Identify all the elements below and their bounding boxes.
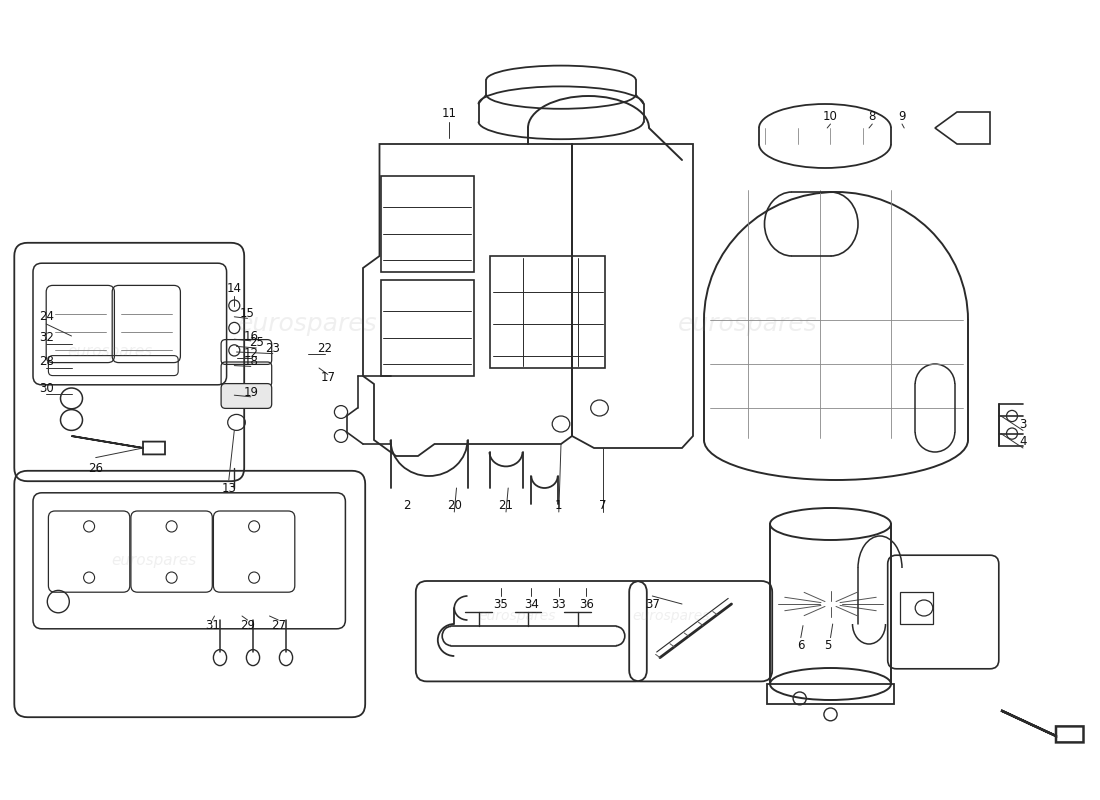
Text: eurospares: eurospares [67,345,153,359]
Text: 4: 4 [1020,435,1026,448]
Text: eurospares: eurospares [632,609,710,623]
Text: 19: 19 [243,386,258,398]
Text: 35: 35 [493,598,508,610]
Text: 25: 25 [249,336,264,349]
Text: eurospares: eurospares [111,553,197,567]
Text: 10: 10 [823,110,838,122]
Text: 21: 21 [498,499,514,512]
Bar [900,592,933,624]
Text: 23: 23 [265,342,280,354]
Text: 33: 33 [551,598,566,610]
Text: 6: 6 [798,639,804,652]
Text: 26: 26 [88,462,103,474]
Text: 5: 5 [825,639,832,652]
Text: 1: 1 [556,499,562,512]
Text: 17: 17 [320,371,336,384]
Polygon shape [1001,710,1084,742]
Text: 18: 18 [243,355,258,368]
Text: 36: 36 [579,598,594,610]
Polygon shape [72,436,165,454]
Text: 13: 13 [221,482,236,494]
Text: 22: 22 [317,342,332,354]
Text: 37: 37 [645,598,660,610]
Text: 2: 2 [404,499,410,512]
Text: 16: 16 [243,330,258,342]
FancyBboxPatch shape [221,383,272,408]
Bar [490,256,605,368]
Text: 20: 20 [447,499,462,512]
Text: 14: 14 [227,282,242,294]
Text: 8: 8 [869,110,876,122]
Text: 7: 7 [600,499,606,512]
Text: 27: 27 [271,619,286,632]
Text: 15: 15 [240,307,255,320]
Text: 12: 12 [243,347,258,360]
Bar [767,684,894,704]
Bar [381,280,474,376]
Text: 31: 31 [205,619,220,632]
Text: 30: 30 [39,382,54,394]
Text: eurospares: eurospares [478,609,556,623]
Bar [381,176,474,272]
Text: 11: 11 [441,107,456,120]
Text: 24: 24 [39,310,54,322]
Text: eurospares: eurospares [679,312,817,336]
Text: 28: 28 [39,355,54,368]
Text: 9: 9 [899,110,905,122]
Text: 34: 34 [524,598,539,610]
Text: eurospares: eurospares [239,312,377,336]
Text: 32: 32 [39,331,54,344]
Text: 29: 29 [240,619,255,632]
Text: 3: 3 [1020,418,1026,430]
